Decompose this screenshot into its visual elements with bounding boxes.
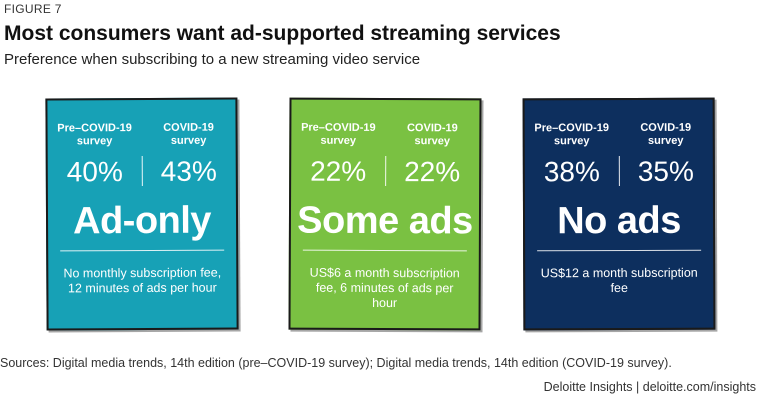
covid-value: 35% — [637, 155, 694, 187]
covid-header: COVID-19 survey — [640, 121, 692, 147]
card-some-ads: Pre–COVID-19 survey COVID-19 survey 22% … — [288, 97, 482, 331]
figure-label: FIGURE 7 — [4, 2, 62, 16]
card-rule — [537, 249, 702, 252]
category-label: Some ads — [297, 199, 473, 243]
value-divider — [618, 155, 620, 187]
category-label: No ads — [557, 199, 681, 243]
card-rule — [60, 249, 225, 252]
credit-line: Deloitte Insights | deloitte.com/insight… — [543, 380, 756, 394]
covid-value: 43% — [160, 155, 217, 187]
sources-note: Sources: Digital media trends, 14th edit… — [0, 356, 672, 370]
card-ad-only: Pre–COVID-19 survey COVID-19 survey 40% … — [45, 97, 239, 331]
pre-covid-header: Pre–COVID-19 survey — [534, 122, 610, 148]
card-description: No monthly subscription fee, 12 minutes … — [63, 265, 222, 296]
card-description: US$12 a month subscription fee — [540, 265, 698, 296]
value-divider — [141, 155, 143, 187]
pre-covid-value: 40% — [66, 156, 123, 188]
covid-header: COVID-19 survey — [406, 122, 458, 148]
pre-covid-header: Pre–COVID-19 survey — [301, 121, 376, 147]
card-rule — [302, 249, 467, 252]
covid-header: COVID-19 survey — [163, 121, 214, 147]
card-description: US$6 a month subscription fee, 6 minutes… — [309, 265, 460, 311]
covid-value: 22% — [404, 156, 461, 188]
chart-subtitle: Preference when subscribing to a new str… — [4, 51, 421, 68]
category-label: Ad-only — [72, 199, 212, 243]
pre-covid-header: Pre–COVID-19 survey — [57, 122, 132, 148]
chart-title: Most consumers want ad-supported streami… — [4, 22, 561, 45]
pre-covid-value: 22% — [310, 155, 367, 187]
pre-covid-value: 38% — [543, 156, 600, 188]
value-divider — [385, 156, 387, 187]
card-no-ads: Pre–COVID-19 survey COVID-19 survey 38% … — [522, 97, 716, 331]
